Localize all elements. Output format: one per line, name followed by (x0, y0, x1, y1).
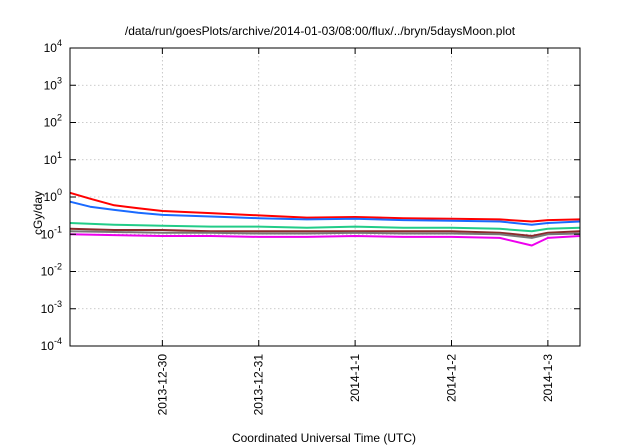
series-group (69, 191, 581, 247)
series-line-3 (69, 222, 581, 233)
y-axis: 10-4 10-3 10-2 10-1 100 101 102 103 104 (41, 38, 580, 353)
series-line-2 (69, 200, 581, 226)
x-tick-label: 2013-12-31 (252, 354, 266, 416)
chart-title: /data/run/goesPlots/archive/2014-01-03/0… (125, 24, 516, 38)
y-tick-label: 100 (44, 187, 62, 204)
series-line-1 (69, 191, 581, 223)
y-axis-label: cGy/day (31, 191, 45, 235)
x-tick-label: 2014-1-3 (541, 354, 555, 402)
x-axis: 2013-12-30 2013-12-31 2014-1-1 2014-1-2 2014… (155, 48, 555, 415)
x-axis-label: Coordinated Universal Time (UTC) (232, 431, 416, 445)
y-tick-label: 104 (44, 38, 62, 55)
grid-lines (70, 47, 580, 347)
y-tick-label: 10-2 (41, 262, 62, 279)
x-tick-label: 2014-1-2 (444, 354, 458, 402)
y-tick-label: 10-1 (41, 224, 62, 241)
x-tick-label: 2014-1-1 (348, 354, 362, 402)
y-tick-label: 10-4 (41, 336, 62, 353)
series-line-4 (69, 227, 581, 237)
series-line-5 (69, 230, 581, 239)
y-tick-label: 10-3 (41, 299, 62, 316)
y-tick-label: 102 (44, 113, 62, 130)
series-line-6 (69, 233, 581, 247)
x-tick-label: 2013-12-30 (155, 354, 169, 416)
y-tick-label: 103 (44, 75, 62, 92)
y-tick-label: 101 (44, 150, 62, 167)
